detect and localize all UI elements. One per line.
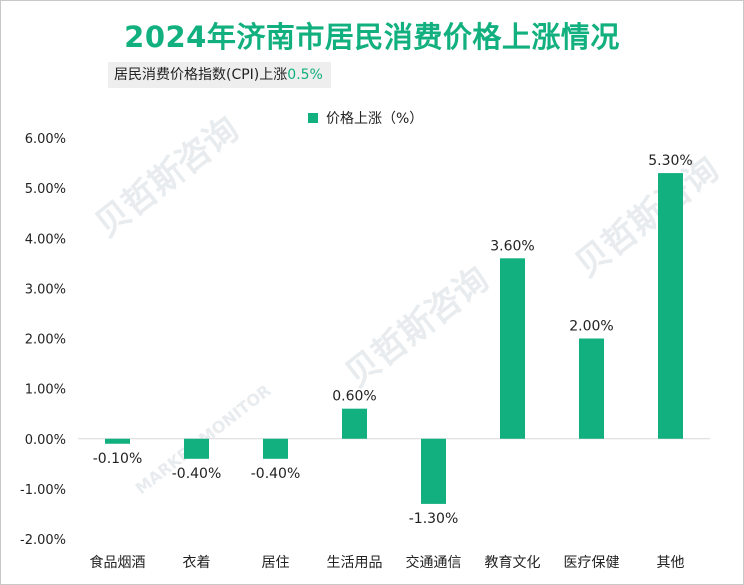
chart-legend: 价格上涨（%） bbox=[308, 108, 423, 128]
y-tick-label: 2.00% bbox=[25, 333, 66, 348]
bar-1 bbox=[105, 438, 130, 444]
data-label: -0.10% bbox=[93, 451, 143, 467]
data-label: 2.00% bbox=[569, 319, 613, 335]
x-tick-label: 医疗保健 bbox=[564, 555, 620, 571]
bar-7 bbox=[579, 338, 604, 439]
bar-4 bbox=[342, 408, 367, 439]
y-tick-label: 4.00% bbox=[25, 232, 66, 247]
y-tick-label: 6.00% bbox=[25, 132, 66, 147]
y-tick-label: -2.00% bbox=[20, 533, 66, 548]
data-label: 3.60% bbox=[490, 238, 534, 254]
data-label: -0.40% bbox=[172, 466, 222, 482]
bar-8 bbox=[658, 173, 683, 439]
x-tick-label: 居住 bbox=[262, 555, 290, 571]
x-tick-label: 生活用品 bbox=[327, 555, 383, 571]
data-label: -0.40% bbox=[251, 466, 301, 482]
x-tick-label: 食品烟酒 bbox=[90, 554, 146, 571]
legend-label: 价格上涨（%） bbox=[326, 111, 424, 127]
x-tick-label: 教育文化 bbox=[485, 555, 541, 571]
bar-6 bbox=[500, 258, 525, 439]
cpi-summary-value: 0.5% bbox=[287, 67, 323, 83]
y-tick-label: 5.00% bbox=[25, 182, 66, 197]
bar-5 bbox=[421, 438, 446, 504]
data-label: 5.30% bbox=[648, 153, 692, 169]
x-tick-label: 其他 bbox=[657, 555, 685, 571]
bar-3 bbox=[263, 438, 288, 459]
x-tick-label: 衣着 bbox=[183, 555, 211, 571]
y-tick-label: 0.00% bbox=[25, 433, 66, 448]
cpi-summary-badge: 居民消费价格指数(CPI)上涨0.5% bbox=[108, 62, 331, 88]
chart-title: 2024年济南市居民消费价格上涨情况 bbox=[124, 20, 620, 54]
cpi-summary-label: 居民消费价格指数(CPI)上涨 bbox=[114, 67, 288, 83]
y-tick-label: -1.00% bbox=[20, 483, 66, 498]
data-label: 0.60% bbox=[332, 389, 376, 405]
bar-2 bbox=[184, 438, 209, 459]
legend-swatch bbox=[308, 113, 318, 123]
y-tick-label: 3.00% bbox=[25, 282, 66, 297]
data-label: -1.30% bbox=[409, 511, 459, 527]
x-tick-label: 交通通信 bbox=[406, 554, 462, 571]
y-tick-label: 1.00% bbox=[25, 383, 66, 398]
